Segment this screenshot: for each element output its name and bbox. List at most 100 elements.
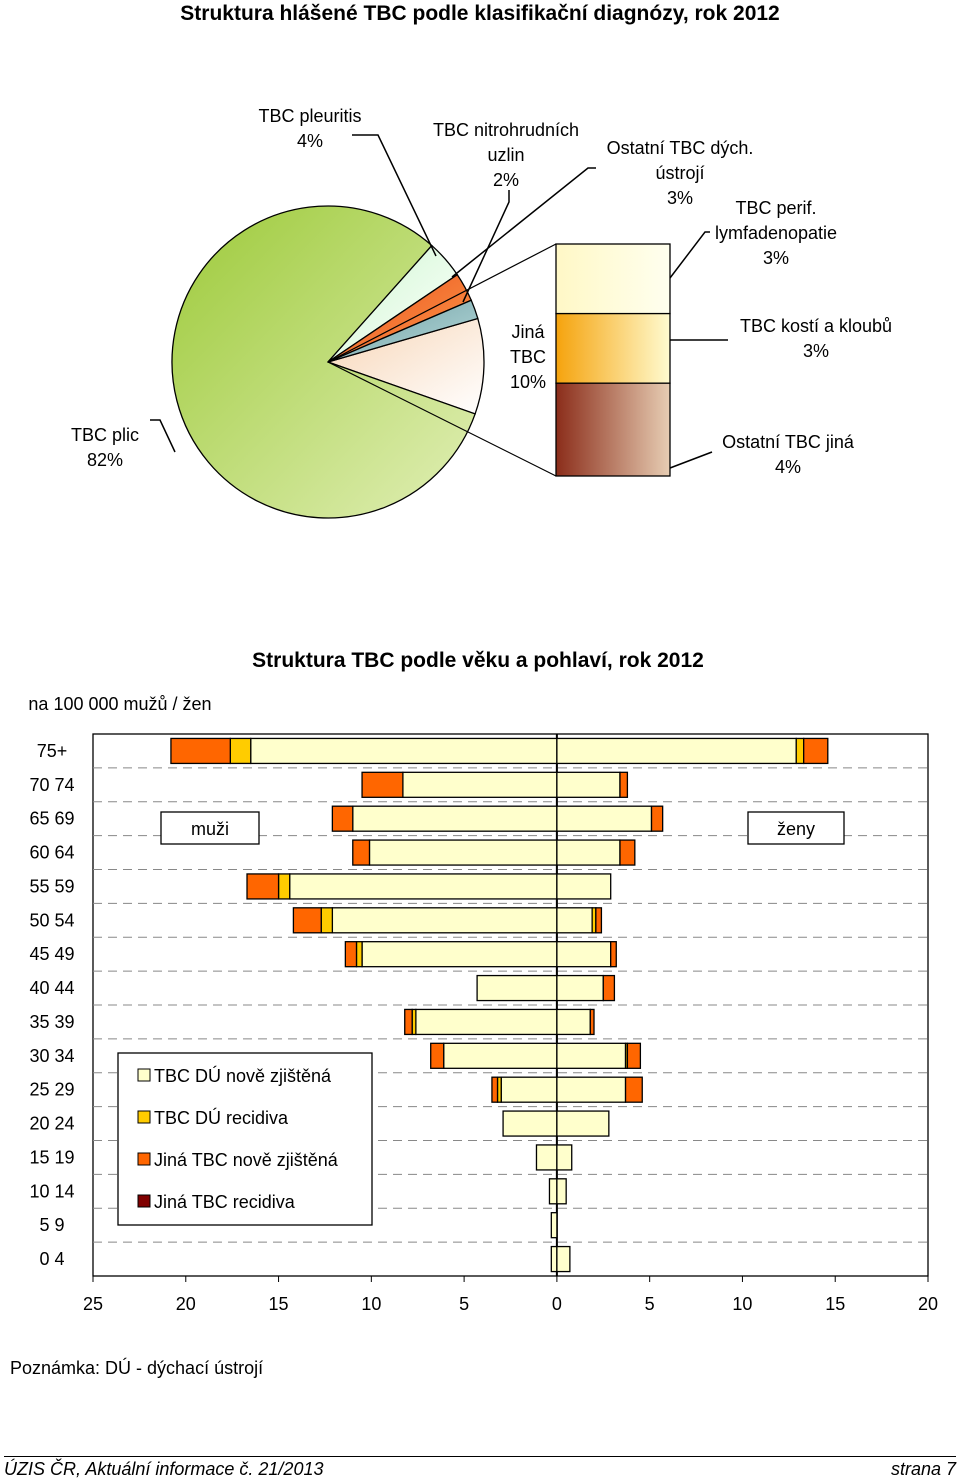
bar-men (352, 805, 558, 832)
bar-men (250, 737, 558, 765)
bar-women (589, 1008, 595, 1036)
bar-men (355, 941, 363, 968)
bar-men (344, 941, 358, 968)
label-ostatni-jina: Ostatní TBC jiná (722, 432, 855, 452)
y-tick-label: 40 44 (29, 978, 74, 998)
bar-men (361, 771, 404, 798)
bar-men (550, 1245, 558, 1273)
y-tick-label: 20 24 (29, 1114, 74, 1134)
bar-women (556, 1042, 627, 1069)
leader-line (451, 167, 596, 278)
y-tick-label: 0 4 (39, 1249, 64, 1269)
bar-women (556, 1110, 610, 1137)
bar-women (556, 1008, 591, 1036)
bar-men (535, 1144, 558, 1171)
bar-men (361, 941, 558, 968)
bar-women (556, 974, 604, 1002)
legend (117, 1052, 373, 1226)
bar-women (556, 873, 612, 900)
label-kosti: TBC kostí a kloubů (740, 316, 892, 336)
x-tick-label: 5 (459, 1294, 469, 1314)
y-tick-label: 50 54 (29, 910, 74, 930)
legend-swatch (137, 1194, 151, 1208)
bar-men (548, 1178, 558, 1205)
label-uzliny: TBC nitrohrudních (433, 120, 579, 140)
label-lymfadenopatie: 3% (763, 248, 789, 268)
men-label-box (160, 811, 260, 845)
y-tick-label: 45 49 (29, 944, 74, 964)
label-dychaci: ústrojí (655, 163, 704, 183)
bar-men (331, 907, 558, 934)
label-dychaci: Ostatní TBC dých. (607, 138, 754, 158)
label-uzliny: uzlin (487, 145, 524, 165)
x-tick-label: 10 (361, 1294, 381, 1314)
bar-men (491, 1076, 499, 1103)
legend-swatch (137, 1152, 151, 1166)
bar-men (476, 974, 558, 1002)
y-tick-label: 75+ (37, 741, 68, 761)
connector-line (327, 361, 557, 477)
bar-men (246, 873, 280, 900)
bar-women (602, 974, 616, 1002)
bar-women (556, 771, 621, 798)
bar-men (320, 907, 334, 934)
bar-women (624, 1076, 643, 1103)
leader-line (352, 134, 437, 257)
bar-women (556, 805, 653, 832)
footer-page-number: strana 7 (890, 1459, 956, 1479)
label-plic: TBC plic (71, 425, 139, 445)
y-tick-label: 5 9 (39, 1215, 64, 1235)
bar-men (404, 1008, 413, 1036)
leader-line (669, 231, 710, 279)
bar-women (626, 1042, 642, 1069)
bar-men (443, 1042, 558, 1069)
label-uzliny: 2% (493, 170, 519, 190)
bar-women (650, 805, 664, 832)
bar-men (415, 1008, 558, 1036)
leader-line (462, 190, 510, 303)
y-axis-label: na 100 000 mužů / žen (28, 694, 211, 714)
bar-men (170, 737, 231, 765)
y-tick-label: 25 29 (29, 1080, 74, 1100)
breakdown-segment (555, 312, 671, 384)
chart-title: Struktura TBC podle věku a pohlaví, rok … (252, 649, 704, 672)
legend-label: TBC DÚ recidiva (154, 1107, 289, 1128)
legend-swatch (137, 1110, 151, 1124)
x-tick-label: 25 (83, 1294, 103, 1314)
bar-men (500, 1076, 558, 1103)
bar-women (795, 737, 805, 765)
label-jina-tbc: TBC (510, 347, 546, 367)
legend-swatch (137, 1068, 151, 1082)
women-label: ženy (777, 819, 815, 839)
men-label: muži (191, 819, 229, 839)
bar-women (803, 737, 829, 765)
pie-slice (327, 299, 479, 363)
label-lymfadenopatie: lymfadenopatie (715, 223, 837, 243)
x-tick-label: 10 (732, 1294, 752, 1314)
y-tick-label: 15 19 (29, 1147, 74, 1167)
legend-label: Jiná TBC recidiva (154, 1192, 296, 1212)
bar-women (556, 1144, 573, 1171)
y-tick-label: 35 39 (29, 1012, 74, 1032)
bar-women (556, 839, 621, 866)
bar-men (430, 1042, 445, 1069)
bar-women (595, 907, 603, 934)
bar-women (556, 941, 612, 968)
bar-women (619, 771, 629, 798)
bar-women (556, 1245, 571, 1273)
label-pleuritis: 4% (297, 131, 323, 151)
label-jina-tbc: Jiná (511, 322, 545, 342)
label-dychaci: 3% (667, 188, 693, 208)
bar-men (402, 771, 558, 798)
label-pleuritis: TBC pleuritis (258, 106, 361, 126)
bar-men (352, 839, 371, 866)
bar-men (229, 737, 252, 765)
label-plic: 82% (87, 450, 123, 470)
y-tick-label: 10 14 (29, 1181, 74, 1201)
x-tick-label: 5 (645, 1294, 655, 1314)
y-tick-label: 60 64 (29, 843, 74, 863)
label-lymfadenopatie: TBC perif. (735, 198, 816, 218)
x-tick-label: 0 (552, 1294, 562, 1314)
pie-chart: TBC pleuritis 4% TBC nitrohrudních uzlin 2% O… (71, 106, 892, 519)
y-tick-label: 55 59 (29, 876, 74, 896)
